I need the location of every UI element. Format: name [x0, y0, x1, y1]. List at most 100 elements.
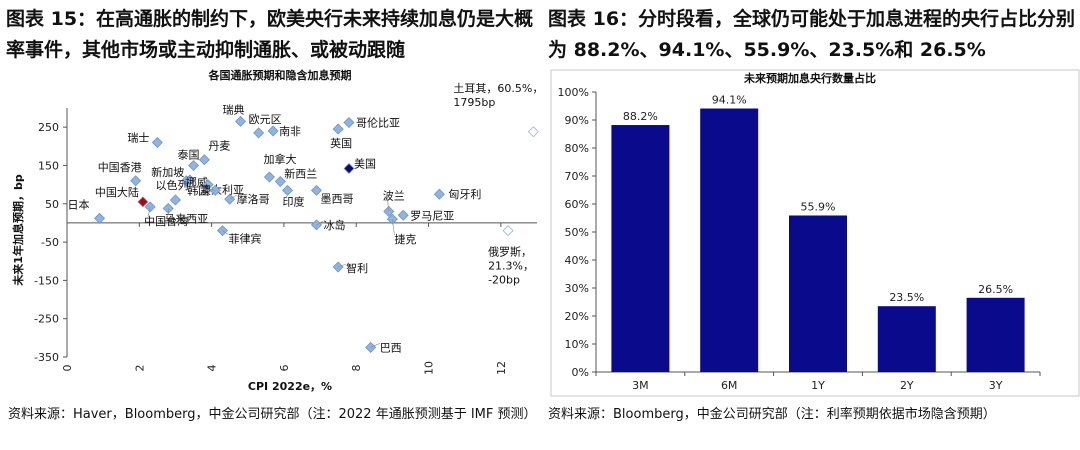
- bar-3M: [611, 125, 670, 372]
- scatter-chart-title: 各国通胀预期和隐含加息预期: [208, 68, 352, 82]
- bar-chart-hiking-share: 未来预期加息央行数量占比 0% 10% 20% 30% 40% 50% 60% 70% 80% 9…: [550, 69, 1080, 397]
- scatter-point-label: 冰岛: [323, 218, 345, 232]
- scatter-point-label: 瑞典: [223, 102, 245, 116]
- scatter-point-label: 美国: [354, 158, 376, 171]
- bar-y-tick-label: 80%: [565, 142, 589, 155]
- scatter-point: [343, 163, 355, 175]
- scatter-point-label: 英国: [330, 136, 352, 150]
- bar-value-label: 26.5%: [978, 283, 1013, 296]
- scatter-point: [527, 126, 539, 138]
- scatter-leader-line: [392, 219, 395, 236]
- scatter-point-label: 土耳其，60.5%， 1795bp: [453, 82, 543, 109]
- scatter-point: [169, 194, 181, 206]
- bar-y-tick-label: 0%: [572, 366, 589, 379]
- scatter-point: [188, 159, 200, 171]
- bar-chart-frame: [550, 69, 1080, 397]
- bar-category-label: 3M: [632, 379, 649, 392]
- figure-15-source: 资料来源：Haver，Bloomberg，中金公司研究部（注：2022 年通胀预…: [8, 407, 537, 422]
- scatter-y-tick-label: -150: [34, 274, 59, 287]
- bar-value-label: 94.1%: [712, 94, 747, 107]
- bar-y-tick-label: 30%: [565, 282, 589, 295]
- scatter-point: [253, 127, 265, 139]
- scatter-point-label: 波兰: [383, 189, 405, 202]
- scatter-point: [151, 136, 163, 148]
- scatter-point: [310, 184, 322, 196]
- scatter-x-tick-label: 10: [423, 361, 436, 375]
- scatter-point-label: 欧元区: [249, 113, 282, 126]
- scatter-point: [202, 179, 214, 191]
- bar-y-tick-label: 50%: [565, 226, 589, 239]
- bar-category-label: 1Y: [811, 379, 825, 392]
- scatter-point-label: 哥伦比亚: [356, 116, 400, 130]
- scatter-y-axis-label: 未来1年加息预期，bp: [11, 174, 25, 287]
- scatter-point: [343, 117, 355, 129]
- scatter-point-label: 新西兰: [284, 167, 317, 181]
- bar-y-tick-label: 100%: [558, 86, 589, 99]
- scatter-leader-line: [222, 230, 229, 235]
- scatter-point-label: 捷克: [394, 232, 416, 246]
- scatter-x-tick-label: 12: [495, 361, 508, 375]
- scatter-leader-line: [316, 220, 324, 226]
- bar-category-label: 3Y: [989, 379, 1003, 392]
- figure-15-heading: 图表 15：在高通胀的制约下，欧美央行未来持续加息仍是大概率事件，其他市场或主动…: [6, 8, 534, 61]
- bar-value-label: 23.5%: [889, 291, 924, 304]
- scatter-x-tick-label: 2: [133, 365, 146, 372]
- scatter-point-label: 匈牙利: [448, 187, 481, 201]
- scatter-point: [332, 123, 344, 135]
- scatter-point-label: 以色列: [155, 178, 188, 192]
- scatter-point-label: 印度: [283, 194, 305, 208]
- bar-2Y: [877, 306, 936, 372]
- scatter-point: [130, 175, 142, 187]
- scatter-point-label: 马来西亚: [164, 212, 208, 225]
- bar-y-tick-label: 40%: [565, 254, 589, 267]
- scatter-y-tick-label: -250: [34, 313, 59, 326]
- scatter-point-label: 加拿大: [263, 152, 296, 166]
- scatter-point-label: 菲律宾: [228, 232, 261, 246]
- bar-y-tick-label: 20%: [565, 310, 589, 323]
- scatter-point: [184, 174, 196, 186]
- bar-chart-title: 未来预期加息央行数量占比: [743, 71, 876, 85]
- scatter-point: [397, 209, 409, 221]
- scatter-point-label: 罗马尼亚: [410, 209, 454, 222]
- scatter-point-label: 中国香港: [98, 161, 142, 174]
- scatter-leader-line: [147, 206, 151, 217]
- scatter-point-label: 丹麦: [208, 140, 230, 153]
- bar-y-tick-label: 60%: [565, 198, 589, 211]
- bar-6M: [700, 108, 759, 373]
- scatter-y-tick-label: -350: [34, 351, 59, 364]
- scatter-point: [282, 184, 294, 196]
- scatter-point: [274, 176, 286, 188]
- scatter-point-label: 中国台湾: [144, 214, 188, 228]
- scatter-x-axis-label: CPI 2022e，%: [248, 380, 332, 393]
- scatter-point-label: 泰国: [178, 147, 200, 161]
- scatter-point-label: 中国大陆: [95, 185, 139, 199]
- scatter-point-label: 新加坡: [151, 165, 184, 179]
- scatter-point-label: 瑞士: [127, 130, 149, 144]
- scatter-point-label: 墨西哥: [320, 192, 353, 205]
- bar-category-label: 2Y: [900, 379, 914, 392]
- scatter-leader-line: [386, 191, 390, 212]
- scatter-point: [263, 171, 275, 183]
- scatter-point: [235, 115, 247, 127]
- scatter-x-tick-label: 6: [278, 365, 291, 372]
- scatter-leader-line: [370, 343, 380, 348]
- scatter-y-tick-label: 250: [38, 121, 59, 134]
- scatter-point: [137, 196, 149, 208]
- scatter-y-tick-label: -50: [41, 236, 59, 249]
- scatter-x-tick-label: 0: [61, 365, 74, 372]
- scatter-y-tick-label: 150: [38, 159, 59, 172]
- scatter-leader-line: [338, 263, 347, 268]
- scatter-leader-line: [229, 194, 237, 200]
- figure-16-heading: 图表 16：分时段看，全球仍可能处于加息进程的央行占比分别为 88.2%、94.…: [548, 8, 1076, 61]
- bar-value-label: 55.9%: [801, 200, 836, 213]
- scatter-point-label: 巴西: [380, 341, 402, 354]
- scatter-point-label: 俄罗斯， 21.3%，-20bp: [488, 246, 534, 287]
- scatter-point-label: 智利: [346, 261, 368, 275]
- scatter-point-label: 澳大利亚: [200, 183, 244, 197]
- scatter-point-label: 南非: [279, 125, 301, 138]
- bar-value-label: 88.2%: [623, 110, 658, 123]
- scatter-point: [502, 225, 514, 237]
- scatter-x-tick-label: 4: [206, 365, 219, 372]
- bar-y-tick-label: 70%: [565, 170, 589, 183]
- scatter-leader-line: [191, 186, 216, 191]
